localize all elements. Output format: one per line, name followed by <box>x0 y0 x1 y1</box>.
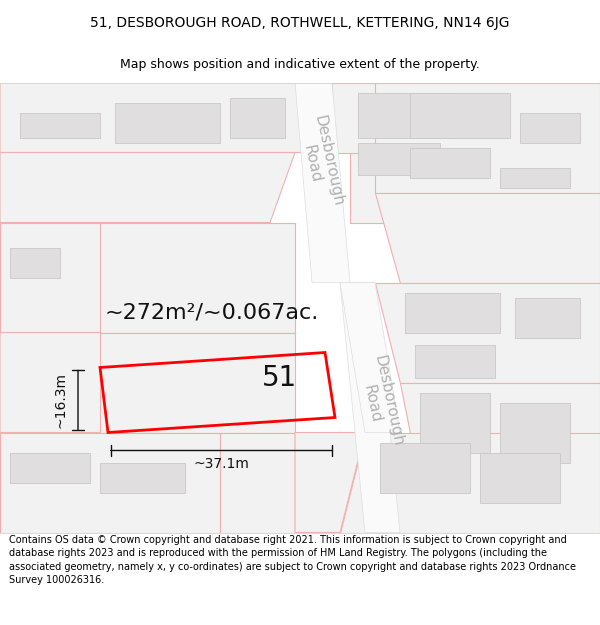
Polygon shape <box>100 332 295 432</box>
Text: ~16.3m: ~16.3m <box>53 372 67 428</box>
Polygon shape <box>332 82 480 182</box>
Polygon shape <box>375 192 600 282</box>
Text: ~272m²/~0.067ac.: ~272m²/~0.067ac. <box>105 302 319 322</box>
Polygon shape <box>100 222 295 332</box>
Polygon shape <box>115 102 220 142</box>
Polygon shape <box>500 168 570 187</box>
Polygon shape <box>10 452 90 482</box>
Polygon shape <box>358 92 460 138</box>
Polygon shape <box>420 392 490 452</box>
Polygon shape <box>380 442 470 493</box>
Text: Desborough
Road: Desborough Road <box>355 354 406 451</box>
Polygon shape <box>340 432 600 532</box>
Polygon shape <box>230 98 285 138</box>
Text: 51: 51 <box>262 364 298 391</box>
Polygon shape <box>0 432 220 532</box>
Polygon shape <box>415 344 495 377</box>
Polygon shape <box>410 92 510 138</box>
Polygon shape <box>340 282 400 432</box>
Polygon shape <box>295 82 350 282</box>
Polygon shape <box>515 298 580 338</box>
Text: ~37.1m: ~37.1m <box>194 458 250 471</box>
Polygon shape <box>480 452 560 503</box>
Polygon shape <box>500 402 570 462</box>
Polygon shape <box>375 282 600 382</box>
Polygon shape <box>0 152 295 222</box>
Polygon shape <box>358 142 440 174</box>
Polygon shape <box>220 432 295 532</box>
Polygon shape <box>405 292 500 332</box>
Polygon shape <box>0 222 270 332</box>
Polygon shape <box>0 82 312 152</box>
Polygon shape <box>0 82 600 532</box>
Polygon shape <box>20 112 100 138</box>
Polygon shape <box>350 152 480 222</box>
Polygon shape <box>375 82 600 192</box>
Polygon shape <box>100 462 185 492</box>
Polygon shape <box>410 148 490 178</box>
Text: Contains OS data © Crown copyright and database right 2021. This information is : Contains OS data © Crown copyright and d… <box>9 535 576 585</box>
Polygon shape <box>340 282 400 532</box>
Polygon shape <box>520 112 580 142</box>
Polygon shape <box>295 432 365 532</box>
Text: Desborough
Road: Desborough Road <box>295 114 346 211</box>
Polygon shape <box>400 382 600 482</box>
Polygon shape <box>0 332 270 432</box>
Polygon shape <box>10 248 60 278</box>
Text: 51, DESBOROUGH ROAD, ROTHWELL, KETTERING, NN14 6JG: 51, DESBOROUGH ROAD, ROTHWELL, KETTERING… <box>90 16 510 30</box>
Text: Map shows position and indicative extent of the property.: Map shows position and indicative extent… <box>120 58 480 71</box>
